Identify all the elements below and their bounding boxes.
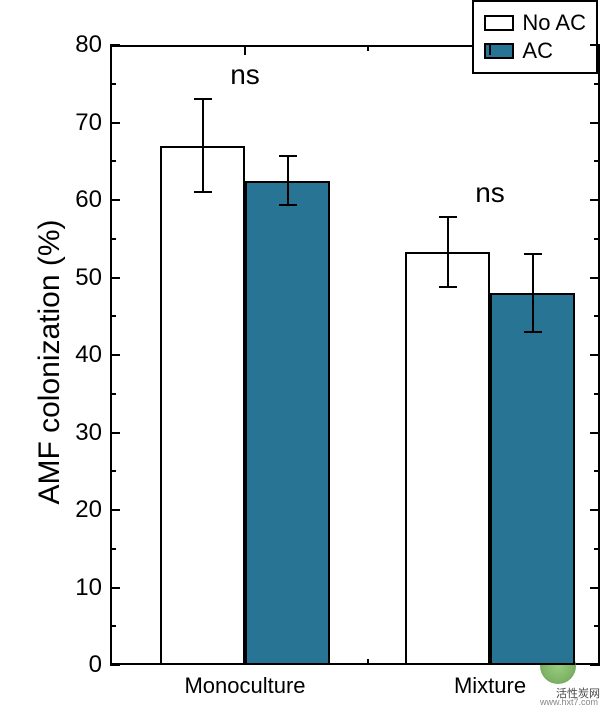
x-tick: [489, 655, 491, 665]
errorbar-cap: [279, 155, 297, 157]
errorbar-cap: [524, 253, 542, 255]
x-tick-label: Mixture: [454, 673, 526, 699]
y-tick: [110, 587, 120, 589]
y-tick-label: 80: [60, 31, 102, 59]
y-tick: [590, 509, 600, 511]
annotation-mixture: ns: [475, 177, 505, 209]
y-tick-label: 60: [60, 186, 102, 214]
y-minor-tick: [110, 393, 116, 395]
x-tick: [244, 45, 246, 55]
y-tick: [110, 199, 120, 201]
legend: No AC AC: [472, 0, 598, 74]
y-minor-tick: [110, 160, 116, 162]
y-minor-tick: [594, 83, 600, 85]
x-minor-tick: [367, 45, 369, 51]
y-tick: [590, 664, 600, 666]
y-tick: [590, 277, 600, 279]
legend-item-ac: AC: [484, 38, 586, 64]
bar-mixture-ac: [490, 293, 575, 665]
y-tick-label: 10: [60, 574, 102, 602]
bar-monoculture-no-ac: [160, 146, 245, 665]
bar-mixture-no-ac: [405, 252, 490, 665]
x-tick: [244, 655, 246, 665]
errorbar-cap: [194, 191, 212, 193]
y-tick: [590, 432, 600, 434]
errorbar-cap: [524, 331, 542, 333]
y-minor-tick: [110, 83, 116, 85]
errorbar: [447, 217, 449, 287]
errorbar: [202, 99, 204, 192]
y-minor-tick: [110, 470, 116, 472]
y-tick-label: 20: [60, 496, 102, 524]
y-minor-tick: [594, 470, 600, 472]
y-minor-tick: [594, 315, 600, 317]
annotation-monoculture: ns: [230, 59, 260, 91]
y-tick: [110, 277, 120, 279]
y-minor-tick: [594, 393, 600, 395]
y-tick-label: 30: [60, 419, 102, 447]
y-tick-label: 40: [60, 341, 102, 369]
errorbar-cap: [439, 286, 457, 288]
y-tick: [590, 44, 600, 46]
y-minor-tick: [594, 238, 600, 240]
errorbar-cap: [194, 98, 212, 100]
y-tick-label: 70: [60, 109, 102, 137]
y-minor-tick: [594, 548, 600, 550]
legend-item-no-ac: No AC: [484, 10, 586, 36]
y-minor-tick: [110, 625, 116, 627]
x-minor-tick: [367, 659, 369, 665]
y-tick: [110, 122, 120, 124]
legend-label-no-ac: No AC: [522, 10, 586, 36]
y-tick-label: 50: [60, 264, 102, 292]
y-minor-tick: [110, 315, 116, 317]
y-tick: [110, 509, 120, 511]
x-tick: [489, 45, 491, 55]
y-minor-tick: [110, 238, 116, 240]
y-minor-tick: [594, 160, 600, 162]
y-tick: [110, 432, 120, 434]
bar-monoculture-ac: [245, 181, 330, 665]
y-tick-label: 0: [60, 651, 102, 679]
errorbar-cap: [439, 216, 457, 218]
y-tick: [110, 354, 120, 356]
y-minor-tick: [594, 625, 600, 627]
y-tick: [590, 354, 600, 356]
y-minor-tick: [110, 548, 116, 550]
y-tick: [110, 44, 120, 46]
y-tick: [590, 587, 600, 589]
x-tick-label: Monoculture: [184, 673, 305, 699]
legend-swatch-no-ac: [484, 15, 514, 31]
legend-label-ac: AC: [522, 38, 553, 64]
errorbar-cap: [279, 204, 297, 206]
chart-container: AMF colonization (%) No AC AC 活性炭网 www.h…: [0, 0, 612, 713]
y-tick: [590, 122, 600, 124]
errorbar: [532, 254, 534, 332]
errorbar: [287, 156, 289, 206]
y-tick: [110, 664, 120, 666]
watermark-text-2: www.hxt7.com: [540, 697, 598, 707]
y-tick: [590, 199, 600, 201]
